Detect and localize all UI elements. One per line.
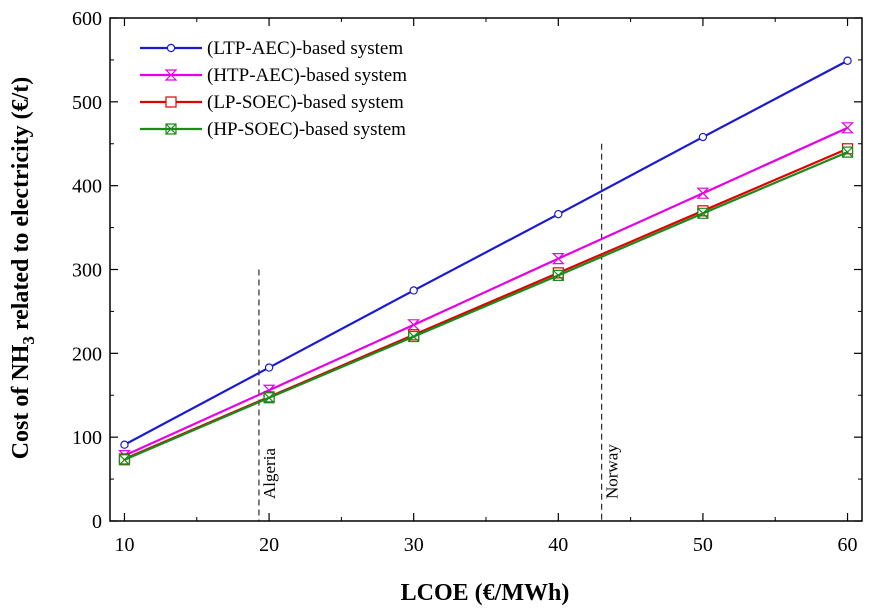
x-axis-title: LCOE (€/MWh) [401, 580, 570, 606]
series-point [841, 122, 854, 134]
series-point [118, 454, 131, 466]
series-point [165, 123, 177, 135]
series-point [697, 207, 709, 219]
series-line [124, 151, 848, 461]
series-point [165, 96, 177, 108]
series-point [164, 69, 178, 81]
y-tick-label: 300 [72, 260, 102, 282]
series-point [407, 319, 421, 331]
legend: (LTP-AEC)-based system (HTP-AEC)-based sy… [140, 38, 407, 140]
legend-item: (HTP-AEC)-based system [140, 65, 407, 86]
y-axis-title-part: Cost of NH [8, 344, 34, 459]
legend-item: (LTP-AEC)-based system [140, 38, 403, 59]
legend-item: (HP-SOEC)-based system [140, 119, 406, 140]
legend-label: (HP-SOEC)-based system [207, 119, 406, 140]
y-tick-label: 400 [72, 176, 102, 198]
series-point [554, 209, 563, 219]
series-point [120, 440, 129, 449]
series-point [408, 330, 420, 343]
y-axis-title-subscript: 3 [19, 336, 38, 345]
y-axis-title-part: related to electricity (€/t) [8, 77, 34, 336]
series-line [124, 126, 848, 457]
series-point [552, 269, 564, 281]
series-1 [120, 56, 852, 449]
series-4 [118, 146, 854, 466]
y-tick-label: 500 [72, 92, 102, 114]
x-tick-label: 40 [548, 534, 568, 556]
series-point [841, 146, 854, 158]
y-tick-label: 200 [72, 343, 102, 365]
x-tick-label: 30 [404, 534, 424, 556]
series-line [123, 59, 849, 446]
x-tick-label: 50 [693, 534, 713, 556]
annotations: Algeria Norway [258, 143, 622, 521]
series-point [551, 253, 565, 265]
series-2 [118, 122, 854, 462]
series-point [843, 56, 852, 65]
annotation-label: Norway [603, 444, 622, 499]
y-tick-label: 600 [72, 8, 102, 30]
legend-label: (HTP-AEC)-based system [207, 65, 407, 86]
y-tick-label: 0 [92, 511, 102, 533]
series-point [409, 286, 418, 295]
legend-item: (LP-SOEC)-based system [140, 92, 404, 113]
series-point [696, 187, 710, 199]
x-tick-label: 10 [114, 534, 134, 556]
series-point [698, 132, 708, 142]
x-tick-label: 60 [838, 534, 858, 556]
y-tick-label: 100 [72, 427, 102, 449]
x-tick-label: 20 [259, 534, 279, 556]
annotation-label: Algeria [260, 448, 279, 499]
series-point [263, 392, 275, 404]
series-point [264, 363, 274, 372]
legend-label: (LP-SOEC)-based system [207, 92, 404, 113]
legend-label: (LTP-AEC)-based system [207, 38, 403, 59]
y-axis-title: Cost of NH3 related to electricity (€/t) [8, 77, 38, 460]
series-layer [118, 56, 854, 466]
series-point [166, 43, 176, 53]
